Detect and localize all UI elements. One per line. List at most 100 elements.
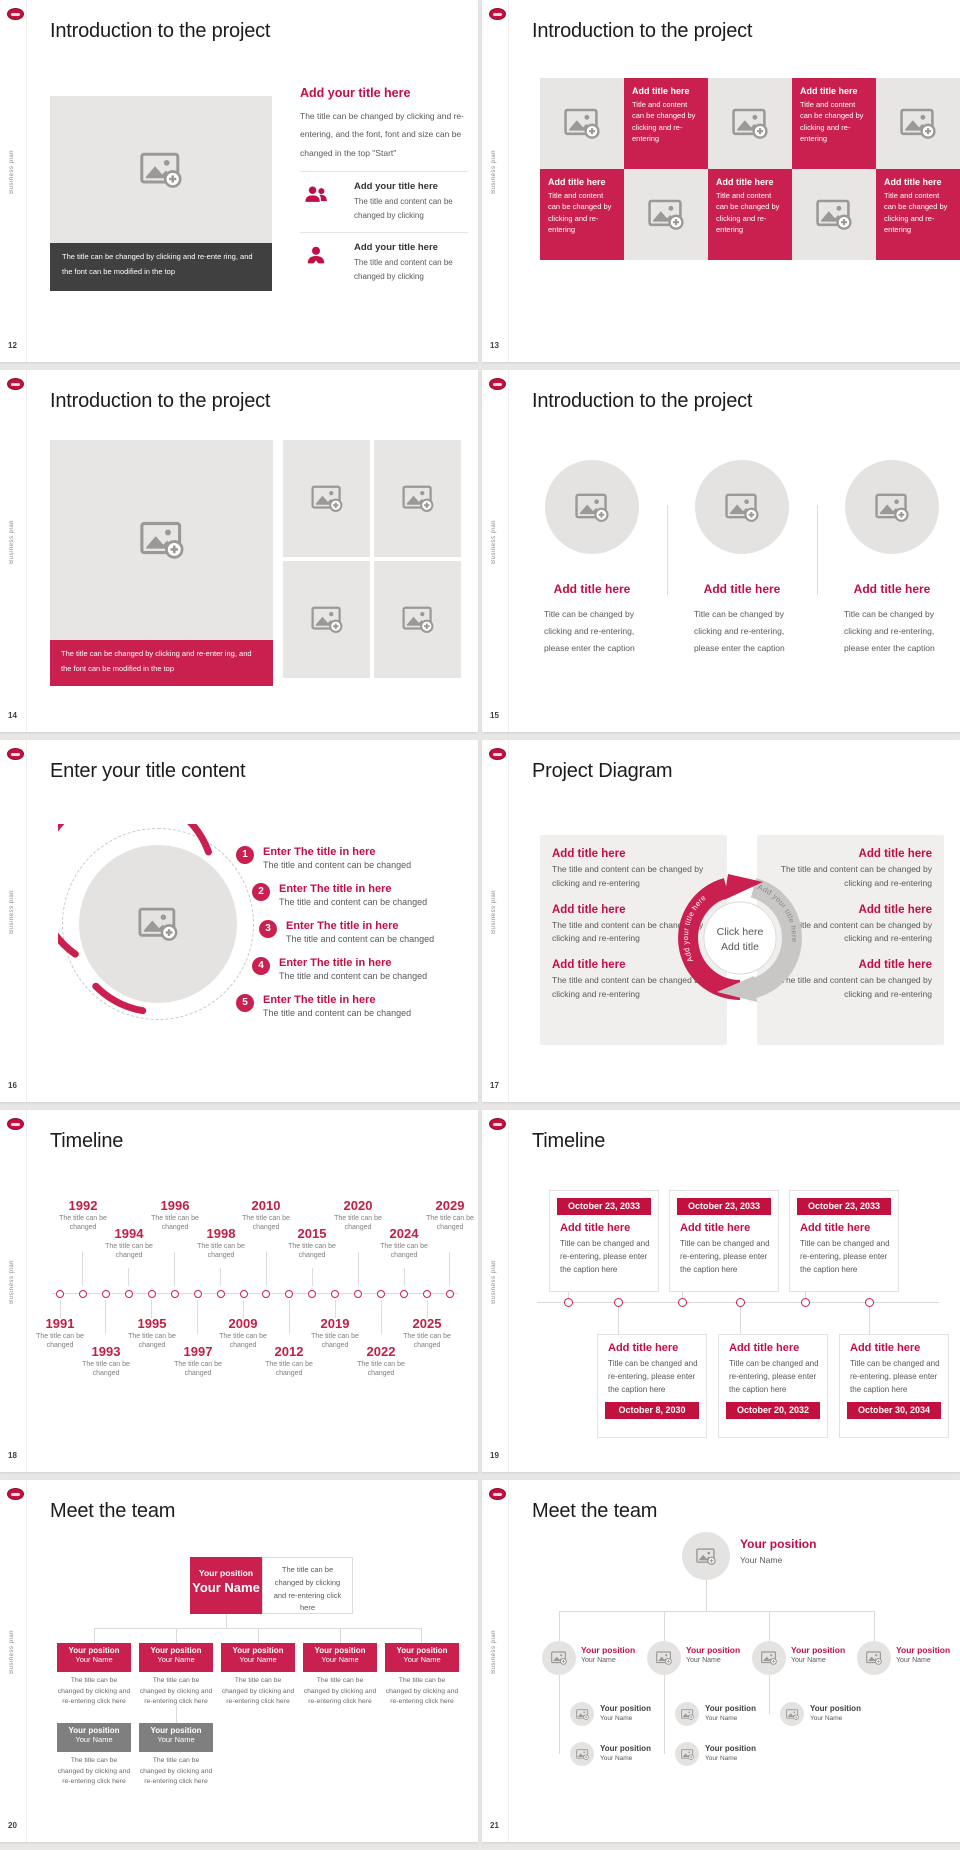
- numbered-item-text: Enter The title in here The title and co…: [263, 846, 411, 870]
- slide-thumbnail-15[interactable]: Business plan Introduction to the projec…: [482, 370, 960, 732]
- image-placeholder[interactable]: [374, 440, 461, 557]
- image-placeholder[interactable]: [624, 169, 708, 260]
- page-number: 12: [8, 341, 17, 350]
- name-label: Your Name: [740, 1555, 783, 1565]
- image-placeholder-icon: [402, 606, 434, 633]
- org-member[interactable]: Your position Your Name The title can be…: [303, 1643, 377, 1708]
- image-placeholder[interactable]: [708, 78, 792, 169]
- image-placeholder-icon: [576, 1709, 589, 1720]
- org-member[interactable]: Your position Your Name The title can be…: [385, 1643, 459, 1708]
- org-avatar[interactable]: [570, 1742, 594, 1766]
- org-avatar[interactable]: [857, 1641, 891, 1675]
- year-caption: The title can be changed: [311, 1333, 359, 1350]
- slide-thumbnail-12[interactable]: Business plan Introduction to the projec…: [0, 0, 478, 362]
- slide-thumbnail-20[interactable]: Business plan Meet the team Your positio…: [0, 1480, 478, 1842]
- org-root-box[interactable]: Your position Your Name: [190, 1557, 262, 1614]
- dot-ring-icon: [285, 1290, 294, 1298]
- year-label: 1995: [137, 1316, 167, 1331]
- image-placeholder[interactable]: [50, 440, 273, 640]
- position-label: Your position: [600, 1704, 651, 1713]
- org-root-note: The title can be changed by clicking and…: [262, 1557, 353, 1614]
- org-avatar[interactable]: [570, 1702, 594, 1726]
- people-icon: [304, 184, 328, 205]
- position-label: Your position: [791, 1645, 846, 1655]
- image-placeholder-icon: [140, 521, 184, 559]
- numbered-item: 2 Enter The title in here The title and …: [252, 883, 427, 907]
- timeline-card: October 23, 2033 Add title here Title ca…: [549, 1190, 659, 1292]
- image-placeholder[interactable]: [545, 460, 639, 554]
- member-desc: The title can be changed by clicking and…: [139, 1677, 213, 1706]
- tile-title: Add title here: [884, 177, 942, 187]
- org-avatar[interactable]: [542, 1641, 576, 1675]
- slide-thumbnail-21[interactable]: Business plan Meet the team Your positio…: [482, 1480, 960, 1842]
- timeline-dot: [170, 1252, 179, 1298]
- dot-ring-icon: [216, 1290, 225, 1298]
- image-placeholder-icon: [564, 108, 600, 139]
- vertical-label: Business plan: [491, 1630, 497, 1674]
- numbered-item-text: Enter The title in here The title and co…: [279, 957, 427, 981]
- org-avatar[interactable]: [647, 1641, 681, 1675]
- diagram-center-label[interactable]: Click here Add title: [700, 925, 780, 954]
- member-desc: The title can be changed by clicking and…: [221, 1677, 295, 1706]
- tile-body: Title and content can be changed by clic…: [800, 100, 864, 143]
- image-placeholder-icon: [761, 1651, 777, 1665]
- card-desc: Title can be changed and re-entering, pl…: [800, 1239, 890, 1274]
- image-placeholder[interactable]: [876, 78, 960, 169]
- position-label: Your position: [896, 1645, 951, 1655]
- page-number: 19: [490, 1451, 499, 1460]
- org-root-avatar[interactable]: [682, 1532, 730, 1580]
- image-placeholder[interactable]: [695, 460, 789, 554]
- org-member[interactable]: Your position Your Name The title can be…: [139, 1643, 213, 1708]
- slide-thumbnail-18[interactable]: Business plan Timeline 1992 The title can…: [0, 1110, 478, 1472]
- org-avatar[interactable]: [675, 1742, 699, 1766]
- image-placeholder[interactable]: [374, 561, 461, 678]
- timeline-dot: [564, 1298, 573, 1307]
- slide-thumbnail-16[interactable]: Business plan Enter your title content 1…: [0, 740, 478, 1102]
- timeline-dot: [78, 1252, 87, 1298]
- member-desc: The title can be changed by clicking and…: [303, 1677, 377, 1706]
- timeline-dot: [614, 1298, 623, 1307]
- image-placeholder[interactable]: [283, 440, 370, 557]
- slide-thumbnail-14[interactable]: Business plan Introduction to the projec…: [0, 370, 478, 732]
- year-caption: The title can be changed: [403, 1333, 451, 1350]
- image-placeholder[interactable]: [50, 96, 272, 243]
- item-title: Add title here: [552, 959, 626, 972]
- slide-thumbnail-17[interactable]: Business plan Project Diagram Add title …: [482, 740, 960, 1102]
- left-rail-divider: [508, 370, 509, 732]
- slide-title: Introduction to the project: [50, 20, 271, 42]
- item-title: Add title here: [858, 848, 932, 860]
- item-desc: The title and content can be changed: [279, 897, 428, 907]
- year-label: 1992: [68, 1198, 98, 1213]
- connector-line: [288, 1300, 290, 1334]
- image-placeholder[interactable]: [792, 169, 876, 260]
- org-avatar[interactable]: [675, 1702, 699, 1726]
- text-tile: Add title here Title and content can be …: [792, 78, 876, 169]
- org-member[interactable]: Your position Your Name The title can be…: [57, 1643, 131, 1708]
- timeline-entry: 1992 The title can be changed: [59, 1198, 107, 1233]
- image-placeholder[interactable]: [540, 78, 624, 169]
- position-label: Your position: [810, 1704, 861, 1713]
- connector-line: [380, 1300, 382, 1334]
- vertical-label: Business plan: [9, 1260, 15, 1304]
- org-avatar[interactable]: [780, 1702, 804, 1726]
- image-placeholder[interactable]: [283, 561, 370, 678]
- page-number: 21: [490, 1821, 499, 1830]
- org-member[interactable]: Your position Your Name The title can be…: [139, 1723, 213, 1788]
- timeline-entry: 2009 The title can be changed: [219, 1316, 267, 1351]
- timeline-entry: 2010 The title can be changed: [242, 1198, 290, 1233]
- slide-thumbnail-13[interactable]: Business plan Introduction to the projec…: [482, 0, 960, 362]
- org-member[interactable]: Your position Your Name The title can be…: [57, 1723, 131, 1788]
- image-placeholder-icon: [648, 199, 684, 230]
- dot-ring-icon: [170, 1290, 179, 1298]
- org-member[interactable]: Your position Your Name The title can be…: [221, 1643, 295, 1708]
- org-avatar[interactable]: [752, 1641, 786, 1675]
- slide-thumbnail-19[interactable]: Business plan Timeline October 23, 2033 …: [482, 1110, 960, 1472]
- member-desc: The title can be changed by clicking and…: [385, 1677, 459, 1706]
- year-label: 2012: [274, 1344, 304, 1359]
- brand-logo-icon: [7, 378, 24, 390]
- brand-logo-icon: [7, 1118, 24, 1130]
- image-placeholder[interactable]: [845, 460, 939, 554]
- dot-ring-icon: [239, 1290, 248, 1298]
- image-placeholder[interactable]: [79, 845, 237, 1003]
- year-caption: The title can be changed: [380, 1243, 428, 1260]
